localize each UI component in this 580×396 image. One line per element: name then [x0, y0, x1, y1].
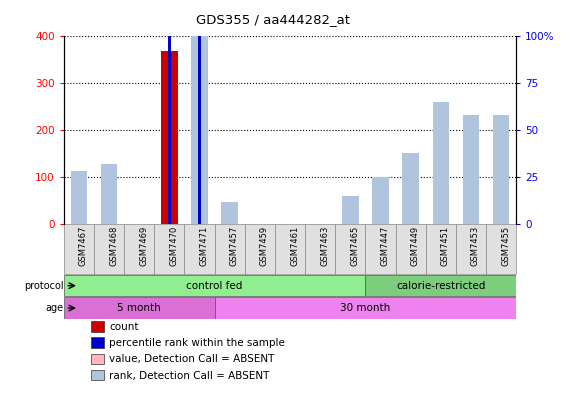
Text: age: age — [46, 303, 64, 313]
Bar — [305, 224, 335, 274]
Text: GSM7455: GSM7455 — [501, 226, 510, 266]
Bar — [191, 21, 208, 224]
Text: control fed: control fed — [186, 281, 243, 291]
Text: GSM7459: GSM7459 — [260, 226, 269, 266]
Bar — [71, 171, 87, 224]
Text: GSM7471: GSM7471 — [200, 226, 209, 266]
Bar — [493, 148, 509, 224]
Text: percentile rank within the sample: percentile rank within the sample — [109, 338, 285, 348]
Text: GSM7470: GSM7470 — [169, 226, 179, 266]
Bar — [64, 275, 365, 296]
Text: count: count — [109, 322, 139, 332]
Bar — [403, 152, 419, 224]
Bar — [215, 224, 245, 274]
Text: GSM7457: GSM7457 — [230, 226, 239, 266]
Bar — [101, 172, 117, 224]
Text: calorie-restricted: calorie-restricted — [396, 281, 485, 291]
Bar — [396, 224, 426, 274]
Bar — [94, 224, 124, 274]
Bar — [433, 102, 449, 224]
Text: rank, Detection Call = ABSENT: rank, Detection Call = ABSENT — [109, 371, 270, 381]
Text: GSM7453: GSM7453 — [471, 226, 480, 266]
Bar — [426, 224, 456, 274]
Bar — [365, 224, 396, 274]
Bar — [463, 147, 479, 224]
Bar — [91, 354, 104, 364]
Bar — [64, 297, 215, 319]
Bar — [486, 224, 516, 274]
Text: value, Detection Call = ABSENT: value, Detection Call = ABSENT — [109, 354, 274, 364]
Bar — [198, 21, 201, 224]
Bar — [335, 224, 365, 274]
Bar — [403, 156, 419, 224]
Text: GDS355 / aa444282_at: GDS355 / aa444282_at — [195, 13, 350, 26]
Text: GSM7451: GSM7451 — [441, 226, 450, 266]
Bar — [124, 224, 154, 274]
Bar — [372, 177, 389, 224]
Bar — [365, 275, 516, 296]
Bar — [342, 200, 358, 224]
Bar — [91, 321, 104, 331]
Text: GSM7467: GSM7467 — [79, 226, 88, 266]
Bar — [275, 224, 305, 274]
Bar — [161, 51, 177, 224]
Bar — [161, 51, 177, 224]
Text: GSM7463: GSM7463 — [320, 226, 329, 266]
Bar — [101, 164, 117, 224]
Text: GSM7468: GSM7468 — [109, 226, 118, 266]
Bar — [71, 175, 87, 224]
Bar — [168, 21, 171, 224]
Bar — [493, 115, 509, 224]
Text: GSM7447: GSM7447 — [380, 226, 390, 266]
Bar — [245, 224, 275, 274]
Text: 5 month: 5 month — [117, 303, 161, 313]
Bar — [463, 115, 479, 224]
Bar — [191, 66, 208, 224]
Text: 30 month: 30 month — [340, 303, 390, 313]
Text: GSM7469: GSM7469 — [139, 226, 148, 266]
Bar — [91, 370, 104, 380]
Text: GSM7461: GSM7461 — [290, 226, 299, 266]
Bar — [222, 208, 238, 224]
Bar — [64, 224, 94, 274]
Text: GSM7449: GSM7449 — [411, 226, 420, 266]
Bar — [222, 202, 238, 224]
Bar — [215, 297, 516, 319]
Bar — [372, 187, 389, 224]
Bar — [91, 337, 104, 348]
Text: GSM7465: GSM7465 — [350, 226, 360, 266]
Bar — [433, 120, 449, 224]
Text: protocol: protocol — [24, 281, 64, 291]
Bar — [184, 224, 215, 274]
Bar — [154, 224, 184, 274]
Bar — [456, 224, 486, 274]
Bar — [342, 196, 358, 224]
